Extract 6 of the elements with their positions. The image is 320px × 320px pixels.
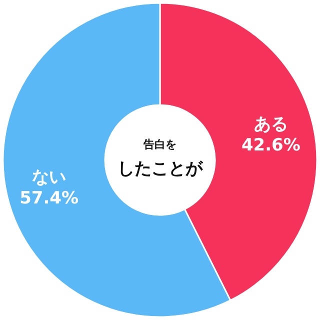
- slice-label: ある: [254, 114, 288, 135]
- data-label: 42.6%: [241, 136, 300, 156]
- text: 告白を: [142, 138, 176, 151]
- data-label: 57.4%: [20, 188, 79, 208]
- text: したことが: [118, 159, 204, 179]
- slice-label: ない: [32, 167, 66, 188]
